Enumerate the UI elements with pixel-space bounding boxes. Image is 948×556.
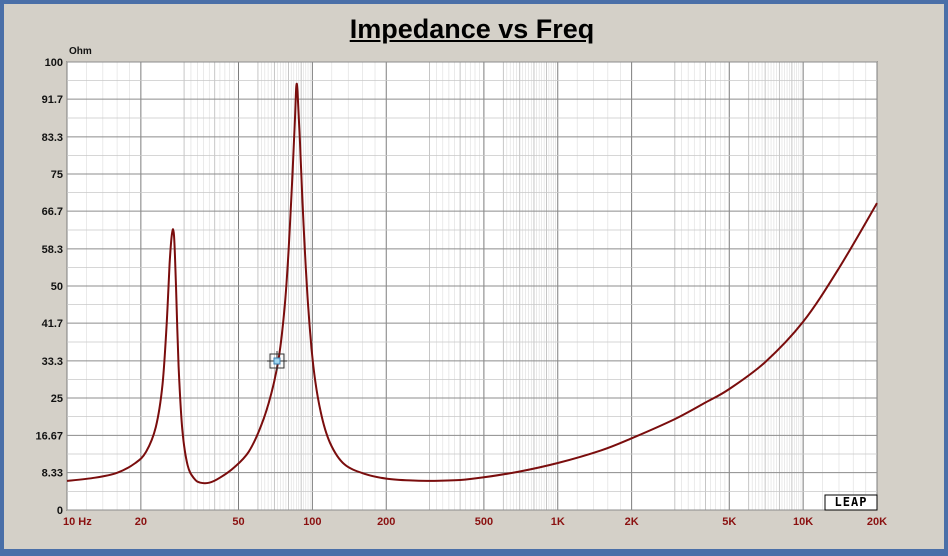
y-tick-label: 58.3 bbox=[42, 244, 63, 256]
svg-text:LEAP: LEAP bbox=[835, 495, 868, 509]
x-tick-label: 100 bbox=[303, 516, 321, 528]
y-axis-ticks: 0 8.33 16.67 25 33.3 41.7 50 58.3 66.7 75 83.3 91.7… bbox=[35, 57, 63, 517]
y-tick-label: 0 bbox=[57, 505, 63, 517]
chart-title: Impedance vs Freq bbox=[349, 14, 595, 44]
y-axis-unit: Ohm bbox=[69, 46, 92, 57]
y-tick-label: 91.7 bbox=[42, 94, 63, 106]
y-tick-label: 100 bbox=[45, 57, 63, 69]
y-tick-label: 50 bbox=[51, 281, 63, 293]
y-tick-label: 66.7 bbox=[42, 206, 63, 218]
y-tick-label: 8.33 bbox=[42, 468, 63, 480]
series-layer bbox=[66, 82, 878, 485]
x-tick-label: 20K bbox=[867, 516, 887, 528]
x-tick-label: 1K bbox=[551, 516, 565, 528]
leap-logo: LEAP bbox=[824, 494, 878, 511]
x-tick-label: 10 Hz bbox=[63, 516, 92, 528]
y-tick-label: 41.7 bbox=[42, 318, 63, 330]
y-tick-label: 75 bbox=[51, 169, 63, 181]
impedance-curve bbox=[66, 82, 878, 485]
y-tick-label: 16.67 bbox=[35, 430, 63, 442]
x-tick-label: 20 bbox=[135, 516, 147, 528]
y-tick-label: 25 bbox=[51, 393, 63, 405]
x-tick-label: 500 bbox=[475, 516, 493, 528]
x-axis-ticks: 10 Hz 20 50 100 200 500 1K 2K 5K 10K 20K bbox=[63, 516, 887, 528]
y-tick-label: 33.3 bbox=[42, 356, 63, 368]
x-tick-label: 10K bbox=[793, 516, 813, 528]
y-tick-label: 83.3 bbox=[42, 132, 63, 144]
x-tick-label: 50 bbox=[232, 516, 244, 528]
x-tick-label: 200 bbox=[377, 516, 395, 528]
crosshair-cursor-icon[interactable] bbox=[267, 351, 287, 371]
x-tick-label: 5K bbox=[722, 516, 736, 528]
x-tick-label: 2K bbox=[625, 516, 639, 528]
